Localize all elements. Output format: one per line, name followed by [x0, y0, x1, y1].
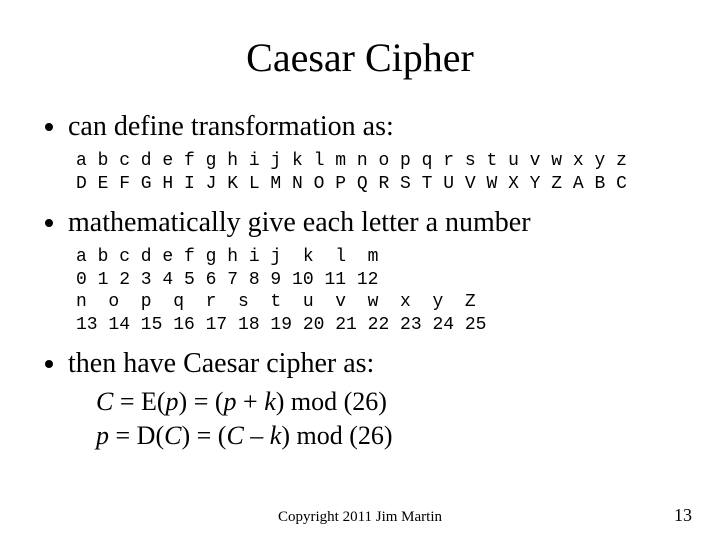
formula-line-1: C = E(p) = (p + k) mod (26) [96, 385, 680, 419]
bullet-list-2: mathematically give each letter a number [40, 205, 680, 240]
bullet-item-1: can define transformation as: [68, 109, 680, 144]
transform-row-1: a b c d e f g h i j k l m n o p q r s t … [76, 151, 627, 171]
number-row-3: n o p q r s t u v w x y Z [76, 292, 476, 312]
formula-line-2: p = D(C) = (C – k) mod (26) [96, 419, 680, 453]
copyright-footer: Copyright 2011 Jim Martin [0, 509, 720, 526]
number-table: a b c d e f g h i j k l m 0 1 2 3 4 5 6 … [76, 246, 680, 336]
number-row-1: a b c d e f g h i j k l m [76, 247, 378, 267]
bullet-item-3: then have Caesar cipher as: [68, 346, 680, 381]
slide: Caesar Cipher can define transformation … [0, 0, 720, 540]
bullet-list: can define transformation as: [40, 109, 680, 144]
transform-row-2: D E F G H I J K L M N O P Q R S T U V W … [76, 174, 627, 194]
slide-title: Caesar Cipher [40, 34, 680, 81]
formula-p: p [96, 421, 109, 450]
transform-table: a b c d e f g h i j k l m n o p q r s t … [76, 150, 680, 195]
formula-C: C [96, 387, 113, 416]
page-number: 13 [674, 505, 692, 526]
number-row-2: 0 1 2 3 4 5 6 7 8 9 10 11 12 [76, 270, 378, 290]
bullet-item-2: mathematically give each letter a number [68, 205, 680, 240]
number-row-4: 13 14 15 16 17 18 19 20 21 22 23 24 25 [76, 315, 486, 335]
formula-block: C = E(p) = (p + k) mod (26) p = D(C) = (… [96, 385, 680, 453]
bullet-list-3: then have Caesar cipher as: [40, 346, 680, 381]
